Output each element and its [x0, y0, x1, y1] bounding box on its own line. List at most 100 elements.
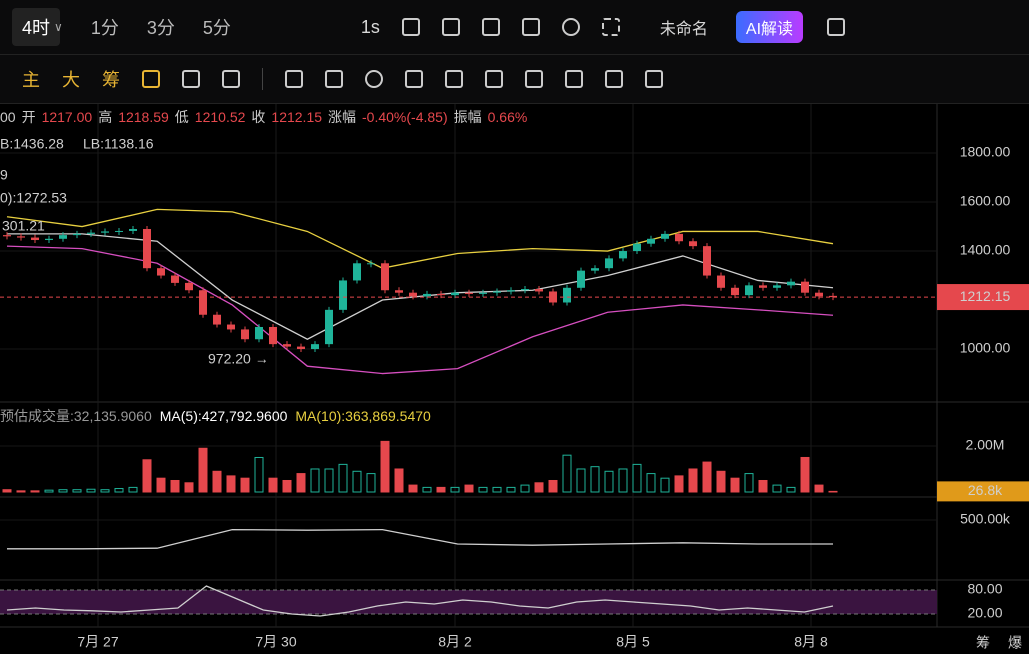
candle-body	[661, 233, 669, 239]
candle-body	[59, 235, 67, 239]
volume-bar	[170, 479, 180, 493]
candle-body	[689, 241, 697, 247]
candle-body	[437, 293, 445, 296]
tool-icon[interactable]	[605, 70, 623, 88]
y-tick-label: 2.00M	[966, 437, 1005, 453]
volume-bar	[408, 484, 418, 493]
volume-bar	[772, 484, 782, 493]
volume-bar	[422, 486, 432, 493]
y-tick-label: 500.00k	[960, 511, 1011, 527]
tool-icon[interactable]	[285, 70, 303, 88]
info-item: 1217.00	[42, 109, 93, 125]
tool-icon[interactable]	[405, 70, 423, 88]
candle-body	[759, 285, 767, 288]
candle-body	[325, 309, 333, 345]
tool[interactable]: 大	[62, 70, 80, 90]
candle-body	[815, 292, 823, 297]
info-item: 开	[22, 109, 36, 125]
candle-body	[591, 268, 599, 271]
indicator-line	[6, 208, 834, 269]
volume-bar	[702, 461, 712, 493]
add-icon[interactable]	[481, 18, 500, 36]
delete-icon[interactable]	[645, 70, 663, 88]
interval[interactable]: 5分	[202, 18, 231, 38]
candle-body	[241, 329, 249, 340]
legend-item: 9	[0, 167, 8, 183]
tool-icon[interactable]	[485, 70, 503, 88]
tool-icon[interactable]	[222, 70, 240, 88]
volume-bar	[254, 456, 264, 493]
candle-body	[129, 228, 137, 231]
volume-bar	[436, 486, 446, 493]
tool-icon[interactable]	[365, 70, 383, 88]
volume-bar	[142, 459, 152, 493]
layout-name[interactable]: 未命名	[659, 21, 708, 38]
volume-bar	[366, 473, 376, 493]
volume-bar	[296, 473, 306, 493]
x-tick-label: 8月 8	[794, 634, 828, 650]
candle-body	[493, 291, 501, 293]
ai-button[interactable]: AI解读	[735, 11, 804, 43]
tool-icon[interactable]	[445, 70, 463, 88]
volume-bar	[548, 479, 558, 493]
interval[interactable]: 1分	[90, 18, 119, 38]
volume-bar	[534, 482, 544, 493]
volume-bar	[646, 473, 656, 493]
tool[interactable]: 主	[22, 70, 40, 90]
volume-bar	[128, 486, 138, 493]
candle-body	[535, 289, 543, 292]
candle-body	[395, 290, 403, 293]
volume-bar	[800, 456, 810, 493]
volume-bar	[660, 477, 670, 493]
tool-icon[interactable]	[142, 70, 160, 88]
last-price-tag	[937, 284, 1029, 311]
tool-icon[interactable]	[325, 70, 343, 88]
candle-body	[409, 292, 417, 297]
volume-bar	[604, 470, 614, 493]
tool-icon[interactable]	[565, 70, 583, 88]
volume-ma5: MA(5):427,792.9600	[160, 408, 288, 424]
candle-body	[423, 293, 431, 297]
side-label: 筹	[976, 635, 990, 651]
volume-bar	[562, 454, 572, 493]
candle-body	[353, 263, 361, 281]
list-icon[interactable]	[521, 18, 540, 36]
legend-item: LB:1138.16	[83, 136, 154, 152]
volume-last-label: 26.8k	[968, 482, 1003, 498]
candle-body	[227, 324, 235, 330]
volume-bar	[30, 490, 40, 493]
volume-bar	[632, 463, 642, 493]
volume-bar	[352, 470, 362, 493]
last-price-label: 1212.15	[960, 288, 1011, 304]
fullscreen-icon[interactable]	[601, 18, 620, 36]
x-tick-label: 7月 27	[77, 634, 118, 650]
y-tick-label: 1600.00	[960, 193, 1011, 209]
volume-bar	[72, 489, 82, 493]
pen-icon[interactable]	[441, 18, 460, 36]
volume-bar	[590, 466, 600, 493]
volume-bar	[716, 470, 726, 493]
y-tick-label: 1000.00	[960, 340, 1011, 356]
volume-bar	[520, 484, 530, 493]
candle-body	[269, 326, 277, 345]
volume-bar	[338, 463, 348, 493]
volume-bar	[86, 488, 96, 493]
ohlc-info: 00 开 1217.00 高 1218.59 低 1210.52 收 1212.15 涨幅 -0.4…	[0, 109, 527, 125]
candle-body	[479, 292, 487, 294]
speed[interactable]: 1s	[360, 16, 380, 37]
tool-icon[interactable]	[525, 70, 543, 88]
interval[interactable]: 3分	[146, 18, 175, 38]
settings-icon[interactable]	[561, 18, 580, 36]
tool-icon[interactable]	[182, 70, 200, 88]
camera-icon[interactable]	[401, 18, 420, 36]
low-annotation: 972.20 →	[208, 351, 269, 367]
interval-select[interactable]: 4时	[12, 8, 61, 46]
volume-bar	[744, 473, 754, 493]
share-icon[interactable]	[827, 18, 846, 36]
info-item: 高	[98, 109, 112, 125]
volume-bar	[114, 488, 124, 493]
candle-body	[339, 280, 347, 310]
tool[interactable]: 筹	[102, 70, 120, 90]
candle-body	[633, 243, 641, 252]
volume-bar	[380, 440, 390, 493]
